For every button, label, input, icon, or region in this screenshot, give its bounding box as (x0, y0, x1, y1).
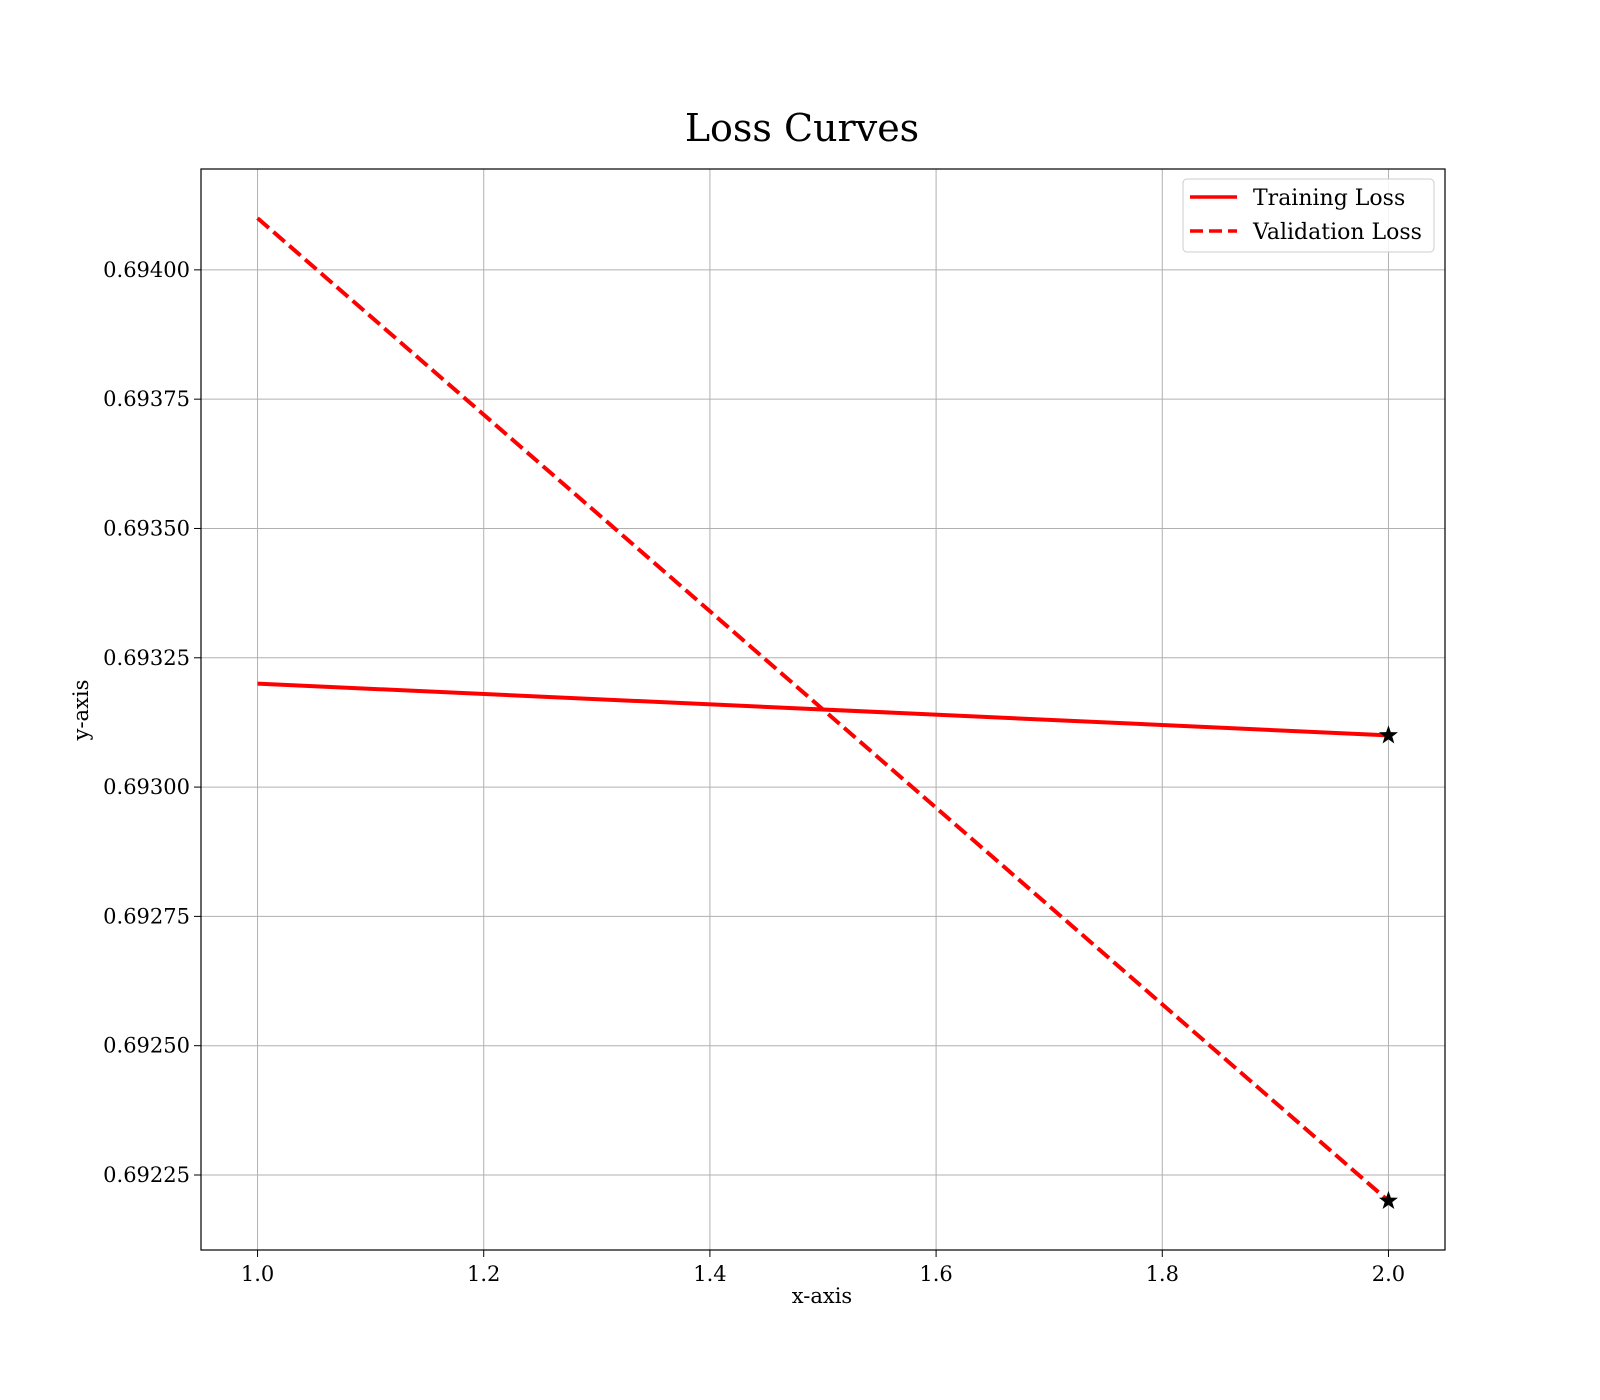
y-tick-label: 0.69225 (103, 1163, 190, 1187)
x-tick-label: 1.6 (919, 1262, 952, 1286)
x-tick-label: 1.0 (241, 1262, 274, 1286)
training-loss-end-marker (1378, 725, 1398, 744)
y-tick-label: 0.69350 (103, 516, 190, 540)
legend: Training Loss Validation Loss (1182, 178, 1435, 253)
y-tick-label: 0.69400 (103, 258, 190, 282)
legend-label-validation: Validation Loss (1252, 220, 1422, 245)
y-tick-label: 0.69325 (103, 646, 190, 670)
x-axis-label: x-axis (792, 1284, 852, 1308)
y-axis-label: y-axis (69, 680, 93, 742)
validation-loss-end-marker (1378, 1190, 1398, 1209)
x-tick-label: 1.2 (467, 1262, 500, 1286)
y-tick-label: 0.69375 (103, 387, 190, 411)
legend-label-training: Training Loss (1253, 186, 1405, 211)
x-tick-label: 2.0 (1372, 1262, 1405, 1286)
y-tick-label: 0.69250 (103, 1034, 190, 1058)
chart-title: Loss Curves (685, 106, 919, 150)
x-axis-ticks: 1.0 1.2 1.4 1.6 1.8 2.0 (241, 1250, 1405, 1286)
x-tick-label: 1.4 (693, 1262, 726, 1286)
y-tick-label: 0.69300 (103, 775, 190, 799)
y-axis-ticks: 0.69225 0.69250 0.69275 0.69300 0.69325 0.693… (103, 258, 201, 1187)
legend-box (1182, 178, 1435, 253)
y-tick-label: 0.69275 (103, 904, 190, 928)
plot-frame (200, 168, 1446, 1251)
grid (201, 169, 1445, 1250)
x-tick-label: 1.8 (1146, 1262, 1179, 1286)
series-layer (256, 216, 1398, 1209)
validation-loss-line (256, 216, 1390, 1203)
